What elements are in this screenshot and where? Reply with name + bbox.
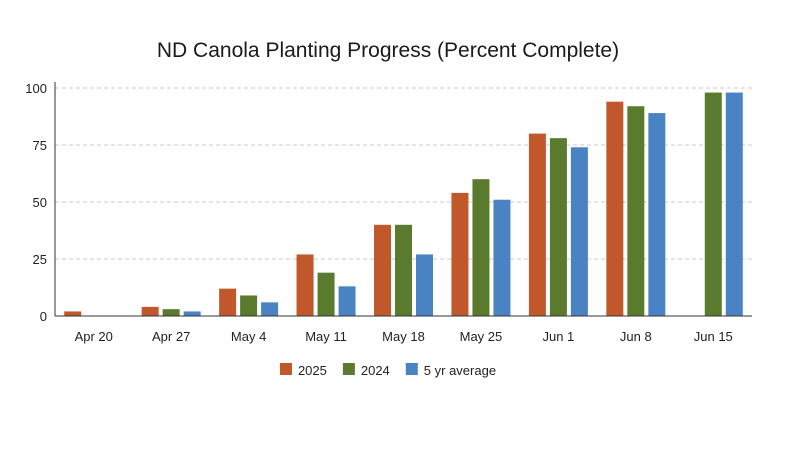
bar-2025 <box>219 288 237 316</box>
x-tick-label: Apr 27 <box>152 329 190 344</box>
x-tick-label: Jun 8 <box>620 329 652 344</box>
y-tick-label: 100 <box>25 81 47 96</box>
bar-2025 <box>374 224 391 316</box>
y-tick-labels: 0 25 50 75 100 <box>25 81 47 324</box>
legend-label: 2025 <box>298 363 327 378</box>
bar-5-yr-average <box>648 113 666 316</box>
y-tick-label: 0 <box>40 309 47 324</box>
legend-label: 2024 <box>361 363 390 378</box>
bar-2024 <box>395 224 412 316</box>
bar-2024 <box>704 92 722 316</box>
x-tick-label: May 25 <box>460 329 503 344</box>
bar-2024 <box>472 179 490 316</box>
bar-2025 <box>64 311 82 316</box>
bars <box>64 92 743 317</box>
x-tick-label: May 11 <box>305 329 347 344</box>
x-tick-label: May 4 <box>231 329 266 344</box>
x-tick-label: May 18 <box>382 329 425 344</box>
bar-5-yr-average <box>261 302 279 316</box>
bar-2025 <box>451 192 469 316</box>
bar-5-yr-average <box>338 286 356 316</box>
bar-2024 <box>240 295 258 316</box>
bar-2024 <box>317 272 335 316</box>
bar-5-yr-average <box>570 147 588 316</box>
bar-5-yr-average <box>416 254 433 316</box>
x-tick-label: Jun 15 <box>694 329 733 344</box>
x-tick-label: Jun 1 <box>542 329 574 344</box>
bar-5-yr-average <box>183 311 201 316</box>
legend-swatch <box>279 363 292 375</box>
bar-2024 <box>549 138 567 316</box>
bar-5-yr-average <box>725 92 743 316</box>
legend-label: 5 yr average <box>424 363 496 378</box>
legend-swatch <box>342 363 355 375</box>
bar-2024 <box>162 309 180 316</box>
bar-2025 <box>606 101 624 317</box>
legend-swatch <box>405 363 418 375</box>
y-tick-label: 75 <box>33 138 47 153</box>
bar-2025 <box>296 254 314 316</box>
y-tick-label: 50 <box>33 195 47 210</box>
chart-title: ND Canola Planting Progress (Percent Com… <box>157 39 619 62</box>
bar-2025 <box>141 306 159 316</box>
bar-5-yr-average <box>493 199 511 316</box>
y-tick-label: 25 <box>33 252 47 267</box>
x-tick-labels: Apr 20 Apr 27 May 4 May 11 May 18 May 25 Jun 1… <box>75 329 733 344</box>
bar-2025 <box>528 133 546 316</box>
x-tick-label: Apr 20 <box>75 329 113 344</box>
legend: 2025 2024 5 yr average <box>279 363 496 378</box>
axes <box>54 82 752 317</box>
bar-2024 <box>627 106 645 317</box>
